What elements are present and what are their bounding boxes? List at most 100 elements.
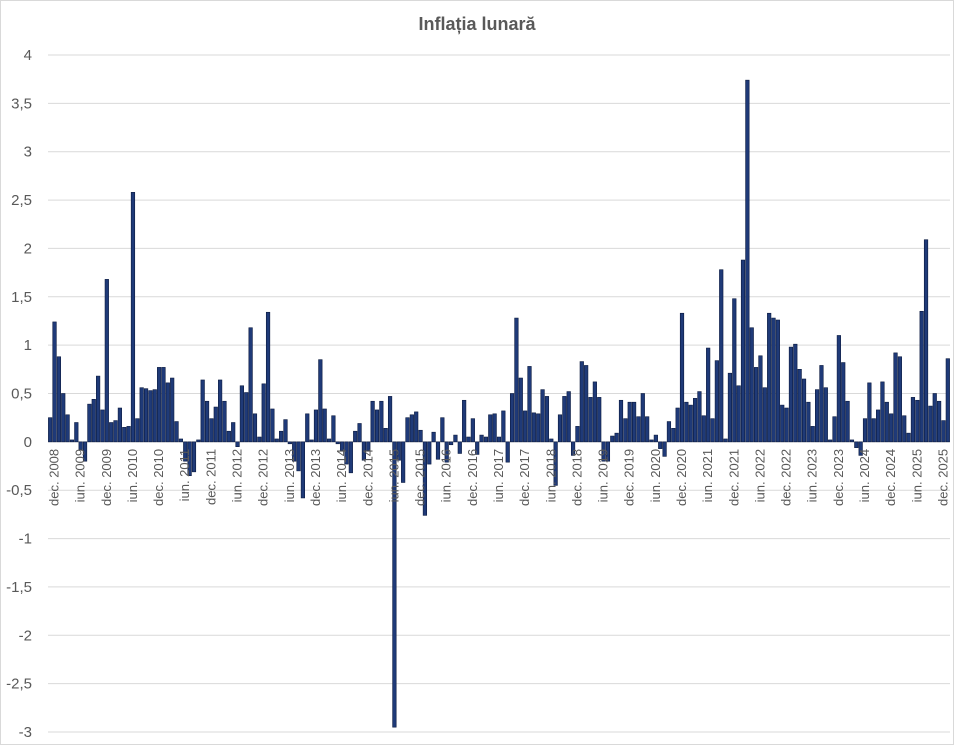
bar bbox=[754, 367, 759, 443]
bar bbox=[636, 416, 641, 443]
x-tick-label: iun. 2021 bbox=[700, 449, 715, 503]
bar bbox=[701, 415, 706, 443]
bar bbox=[758, 355, 763, 443]
x-axis-tick-labels: dec. 2008 iun. 2009 dec. 2009 iun. 2010 dec.… bbox=[47, 449, 951, 506]
x-tick-label: iun. 2015 bbox=[386, 449, 401, 503]
bar bbox=[645, 416, 650, 443]
bar bbox=[549, 438, 554, 443]
bar bbox=[557, 414, 563, 443]
bar bbox=[87, 403, 92, 443]
x-tick-label: dec. 2022 bbox=[779, 449, 794, 506]
bar bbox=[409, 414, 414, 443]
bar bbox=[562, 396, 567, 443]
bar bbox=[344, 441, 349, 465]
bar bbox=[157, 367, 162, 443]
bar bbox=[749, 327, 754, 443]
x-tick-label: dec. 2021 bbox=[726, 449, 741, 506]
y-tick-label: 3,5 bbox=[11, 95, 32, 112]
bar bbox=[244, 392, 249, 443]
y-tick-label: -1 bbox=[19, 531, 32, 548]
chart-title: Inflația lunară bbox=[418, 14, 536, 34]
bar bbox=[601, 441, 606, 462]
bar bbox=[383, 428, 388, 443]
x-tick-label: dec. 2013 bbox=[308, 449, 323, 506]
y-tick-label: 2 bbox=[24, 240, 32, 257]
x-tick-label: iun. 2011 bbox=[177, 449, 192, 502]
bar bbox=[732, 298, 737, 443]
bar bbox=[401, 441, 406, 483]
x-tick-label: iun. 2009 bbox=[73, 449, 88, 503]
bar bbox=[675, 407, 680, 443]
bar bbox=[226, 430, 231, 443]
bar bbox=[518, 377, 523, 443]
x-tick-label: iun. 2017 bbox=[491, 449, 506, 503]
bar bbox=[69, 439, 75, 443]
bar bbox=[178, 438, 183, 443]
bar bbox=[666, 421, 672, 443]
bar bbox=[806, 401, 811, 443]
bar bbox=[527, 366, 532, 443]
bar bbox=[265, 311, 271, 443]
bar bbox=[475, 441, 480, 455]
bar bbox=[204, 400, 210, 443]
bar bbox=[841, 362, 846, 443]
bar bbox=[849, 439, 855, 443]
bar bbox=[161, 367, 166, 443]
bar bbox=[745, 79, 750, 443]
bar bbox=[784, 407, 789, 443]
bar bbox=[605, 441, 611, 462]
bar bbox=[357, 423, 362, 443]
bar bbox=[122, 427, 127, 443]
x-tick-label: iun. 2020 bbox=[648, 449, 663, 503]
y-tick-label: 0 bbox=[24, 434, 32, 451]
bar bbox=[631, 401, 637, 443]
bar bbox=[544, 396, 550, 443]
bar bbox=[331, 415, 336, 443]
bar bbox=[767, 312, 772, 443]
bar bbox=[719, 269, 724, 443]
y-tick-label: -1,5 bbox=[6, 579, 32, 596]
bar bbox=[780, 404, 785, 443]
bar bbox=[509, 393, 515, 443]
x-tick-label: iun. 2025 bbox=[909, 449, 924, 503]
bar bbox=[183, 441, 188, 462]
bar bbox=[305, 413, 310, 443]
gridlines bbox=[48, 54, 950, 733]
bar bbox=[810, 426, 815, 443]
bar bbox=[832, 416, 837, 443]
bar bbox=[361, 441, 367, 461]
bar bbox=[727, 372, 733, 443]
bar bbox=[187, 441, 192, 477]
y-tick-label: -2 bbox=[19, 627, 32, 644]
bar bbox=[941, 420, 946, 443]
x-tick-label: iun. 2014 bbox=[334, 449, 349, 503]
bar bbox=[252, 413, 258, 443]
bar bbox=[723, 438, 728, 443]
bar bbox=[340, 441, 345, 451]
bar bbox=[470, 418, 475, 443]
x-tick-label: iun. 2019 bbox=[596, 449, 611, 503]
bar bbox=[492, 413, 497, 443]
bar bbox=[462, 399, 467, 443]
x-tick-label: dec. 2008 bbox=[47, 449, 62, 506]
x-tick-label: iun. 2018 bbox=[543, 449, 558, 503]
bar bbox=[597, 397, 602, 443]
bar bbox=[113, 420, 118, 443]
bars bbox=[48, 79, 950, 728]
bar bbox=[575, 426, 580, 443]
bar bbox=[836, 335, 841, 443]
bar bbox=[893, 352, 898, 443]
bar bbox=[579, 361, 584, 443]
bar bbox=[52, 321, 57, 443]
bar bbox=[910, 397, 916, 443]
bar bbox=[501, 410, 506, 443]
x-tick-label: iun. 2013 bbox=[282, 449, 297, 503]
bar bbox=[444, 441, 449, 463]
bar bbox=[405, 417, 410, 443]
bar bbox=[279, 430, 284, 443]
bar bbox=[104, 279, 109, 443]
bar bbox=[736, 385, 741, 443]
bar bbox=[65, 414, 70, 443]
bar bbox=[771, 317, 776, 443]
bar bbox=[200, 379, 205, 443]
